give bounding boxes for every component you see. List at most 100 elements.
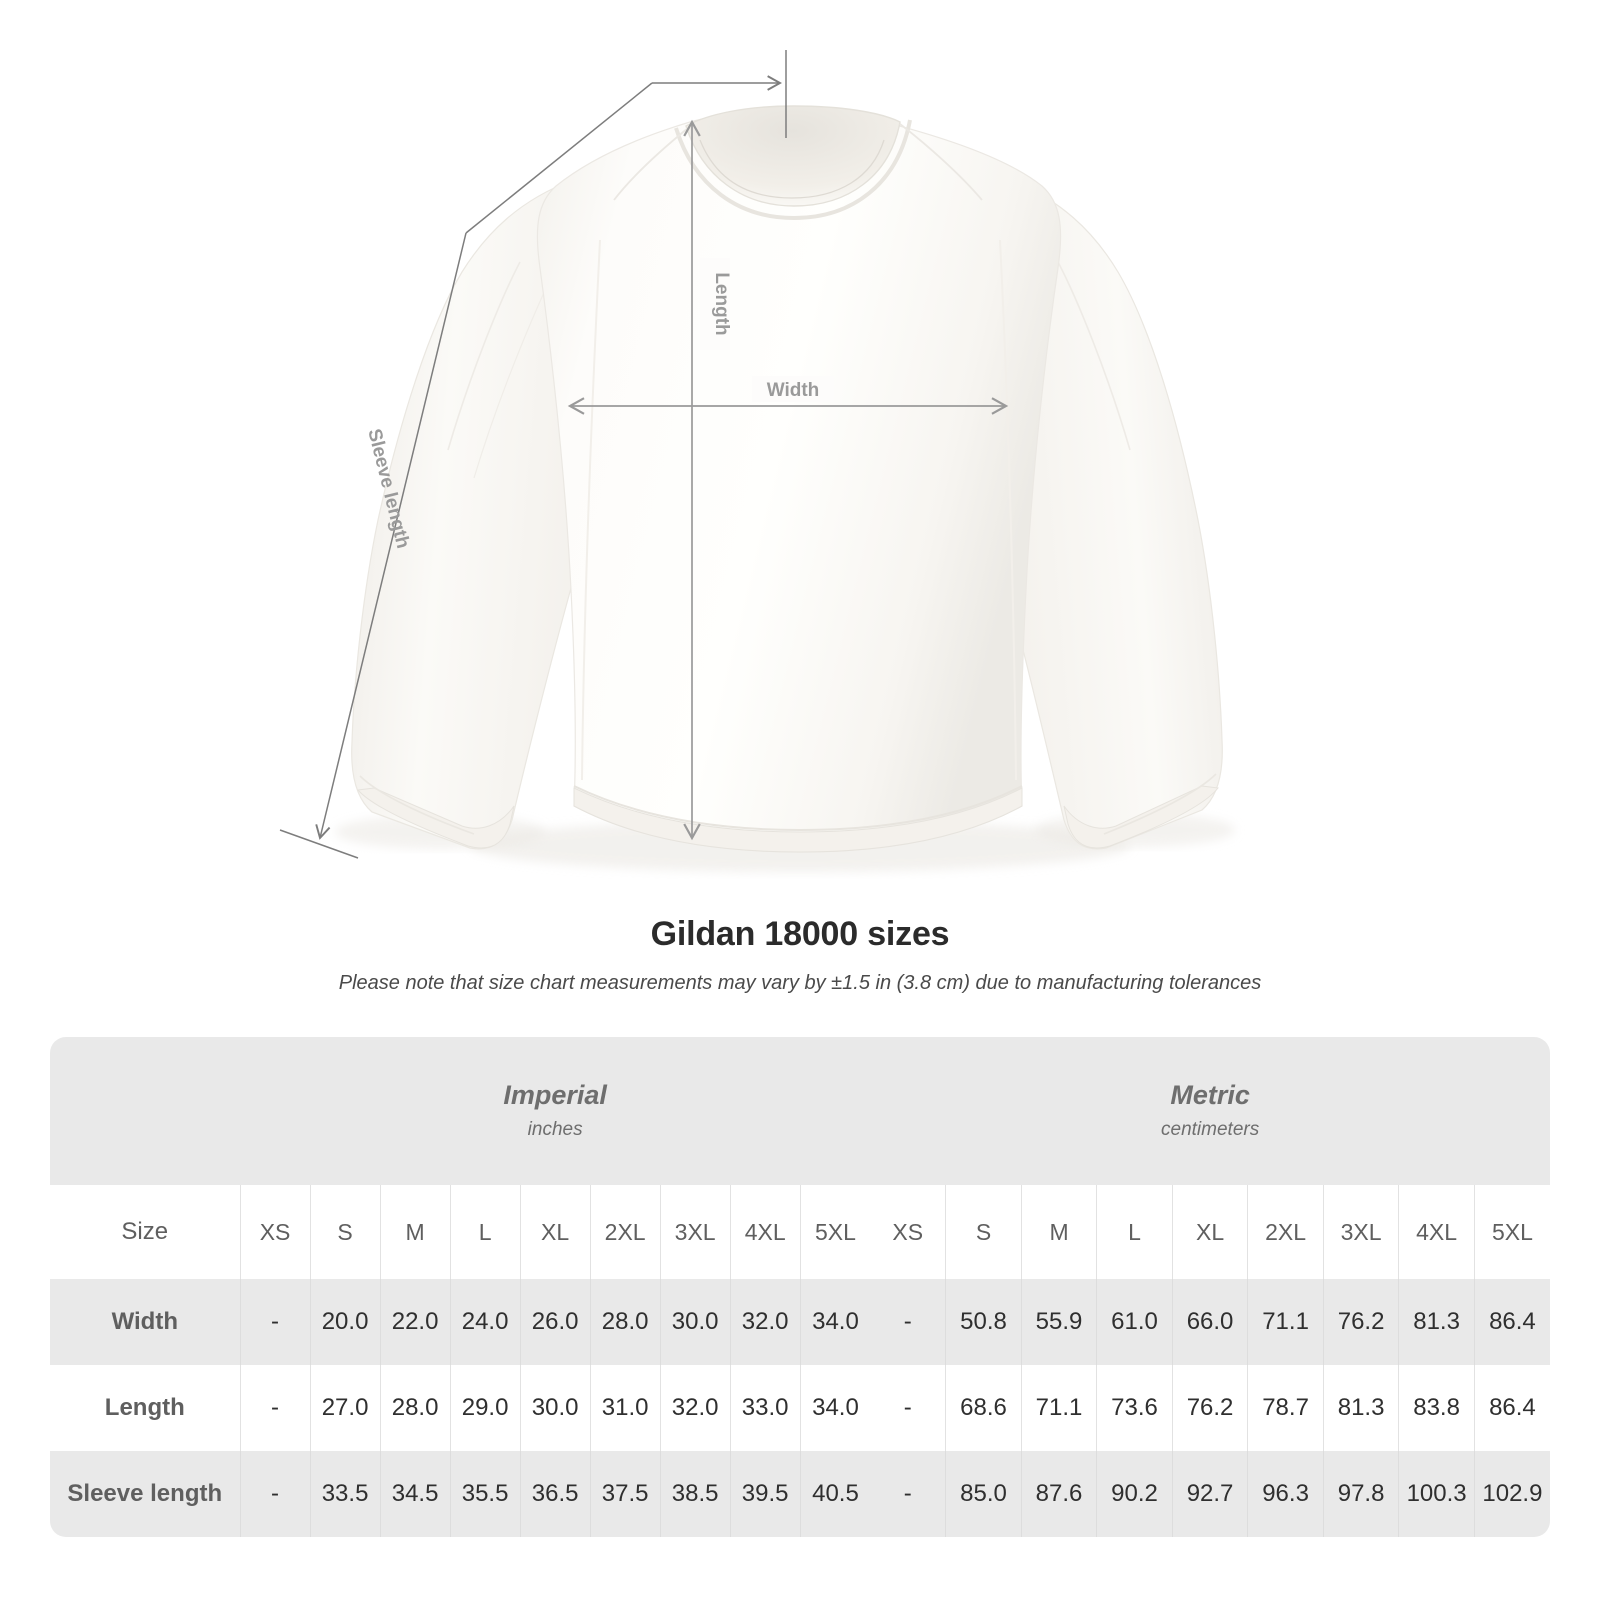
cell-sleeve-metric-l: 90.2 — [1096, 1451, 1173, 1537]
imperial-label: Imperial — [503, 1080, 607, 1110]
cell-width-imperial-l: 24.0 — [449, 1279, 521, 1365]
size-header-imperial-xs: XS — [239, 1185, 311, 1279]
left-cuff — [357, 787, 515, 849]
cell-sleeve-metric-s: 85.0 — [945, 1451, 1022, 1537]
cell-sleeve-imperial-2xl: 37.5 — [589, 1451, 661, 1537]
size-header-metric-2xl: 2XL — [1247, 1185, 1324, 1279]
size-header-imperial-5xl: 5XL — [799, 1185, 871, 1279]
cell-width-imperial-4xl: 32.0 — [729, 1279, 801, 1365]
left-cuff-seam — [359, 775, 475, 835]
size-header-metric-4xl: 4XL — [1398, 1185, 1475, 1279]
cell-length-metric-4xl: 83.8 — [1398, 1365, 1475, 1451]
cell-sleeve-imperial-5xl: 40.5 — [799, 1451, 871, 1537]
size-header-label: Size — [50, 1185, 241, 1279]
cell-sleeve-metric-5xl: 102.9 — [1473, 1451, 1550, 1537]
sleeve-shoulder-leader — [465, 82, 653, 234]
body-fold-left — [581, 239, 601, 781]
cell-length-imperial-3xl: 32.0 — [659, 1365, 731, 1451]
size-header-imperial-s: S — [309, 1185, 381, 1279]
cell-length-imperial-5xl: 34.0 — [799, 1365, 871, 1451]
size-header-metric-s: S — [945, 1185, 1022, 1279]
cell-width-imperial-xs: - — [239, 1279, 311, 1365]
cell-length-metric-xl: 76.2 — [1171, 1365, 1248, 1451]
cell-length-imperial-xs: - — [239, 1365, 311, 1451]
size-header-metric-xl: XL — [1171, 1185, 1248, 1279]
tolerance-note: Please note that size chart measurements… — [338, 972, 1262, 994]
sleeve-measure-line — [315, 232, 467, 840]
right-cuff — [1063, 785, 1219, 849]
width-label-backdrop — [752, 376, 834, 402]
metric-unit: centimeters — [1161, 1119, 1260, 1140]
cell-length-imperial-m: 28.0 — [379, 1365, 451, 1451]
size-header-imperial-xl: XL — [519, 1185, 591, 1279]
cell-width-imperial-5xl: 34.0 — [799, 1279, 871, 1365]
size-header-row: Size XS S M L XL 2XL 3XL 4XL 5XL XS S M … — [50, 1185, 1550, 1279]
row-label-sleeve-length: Sleeve length — [50, 1451, 241, 1537]
size-header-metric-3xl: 3XL — [1322, 1185, 1399, 1279]
cell-length-metric-3xl: 81.3 — [1322, 1365, 1399, 1451]
cell-sleeve-imperial-xs: - — [239, 1451, 311, 1537]
cell-width-imperial-2xl: 28.0 — [589, 1279, 661, 1365]
row-label-width: Width — [50, 1279, 241, 1365]
garment-measurement-diagram: Length Width Sleeve length — [279, 50, 1235, 872]
cell-width-imperial-s: 20.0 — [309, 1279, 381, 1365]
table-row-width: Width - 20.0 22.0 24.0 26.0 28.0 30.0 32… — [50, 1279, 1550, 1365]
right-shoulder-seam — [899, 123, 983, 201]
sleeve-end-tick — [279, 829, 359, 859]
size-header-metric-m: M — [1020, 1185, 1097, 1279]
collar-opening — [685, 105, 901, 207]
sweatshirt-illustration: Length Width Sleeve length — [279, 50, 1235, 872]
cell-width-imperial-3xl: 30.0 — [659, 1279, 731, 1365]
cell-length-metric-l: 73.6 — [1096, 1365, 1173, 1451]
size-header-metric-xs: XS — [870, 1185, 946, 1279]
left-sleeve-fold-1 — [447, 261, 521, 451]
cell-sleeve-metric-xs: - — [870, 1451, 946, 1537]
length-label-backdrop — [700, 258, 730, 350]
cell-sleeve-imperial-m: 34.5 — [379, 1451, 451, 1537]
row-label-length: Length — [50, 1365, 241, 1451]
cell-width-metric-5xl: 86.4 — [1473, 1279, 1550, 1365]
width-label: Width — [767, 380, 820, 401]
right-cuff-seam — [1103, 773, 1217, 835]
cell-sleeve-metric-3xl: 97.8 — [1322, 1451, 1399, 1537]
cell-width-metric-xl: 66.0 — [1171, 1279, 1248, 1365]
cell-length-imperial-4xl: 33.0 — [729, 1365, 801, 1451]
cell-width-metric-s: 50.8 — [945, 1279, 1022, 1365]
cell-width-metric-xs: - — [870, 1279, 946, 1365]
collar-inner-edge — [699, 139, 885, 199]
cell-length-metric-5xl: 86.4 — [1473, 1365, 1550, 1451]
size-header-metric-5xl: 5XL — [1473, 1185, 1550, 1279]
size-header-imperial-2xl: 2XL — [589, 1185, 661, 1279]
cell-length-imperial-xl: 30.0 — [519, 1365, 591, 1451]
cell-width-metric-3xl: 76.2 — [1322, 1279, 1399, 1365]
imperial-unit: inches — [527, 1119, 583, 1140]
cell-length-imperial-s: 27.0 — [309, 1365, 381, 1451]
size-header-imperial-m: M — [379, 1185, 451, 1279]
table-row-length: Length - 27.0 28.0 29.0 30.0 31.0 32.0 3… — [50, 1365, 1550, 1451]
unit-row-spacer — [50, 1037, 241, 1185]
cell-sleeve-imperial-l: 35.5 — [449, 1451, 521, 1537]
cell-width-metric-l: 61.0 — [1096, 1279, 1173, 1365]
table-row-sleeve-length: Sleeve length - 33.5 34.5 35.5 36.5 37.5… — [50, 1451, 1550, 1537]
size-chart-table-wrapper: Imperial inches Metric centimeters Size … — [50, 1037, 1550, 1537]
sweatshirt-body — [536, 111, 1062, 853]
cell-sleeve-metric-4xl: 100.3 — [1398, 1451, 1475, 1537]
cell-sleeve-metric-xl: 92.7 — [1171, 1451, 1248, 1537]
metric-group-header: Metric centimeters — [870, 1037, 1550, 1185]
right-sleeve-fold-1 — [1057, 261, 1131, 451]
cell-length-metric-s: 68.6 — [945, 1365, 1022, 1451]
cell-width-imperial-m: 22.0 — [379, 1279, 451, 1365]
cell-sleeve-metric-2xl: 96.3 — [1247, 1451, 1324, 1537]
waistband-seam — [573, 785, 1023, 832]
cell-width-metric-m: 55.9 — [1020, 1279, 1097, 1365]
page-title: Gildan 18000 sizes — [650, 915, 950, 953]
cell-width-metric-4xl: 81.3 — [1398, 1279, 1475, 1365]
cell-length-metric-xs: - — [870, 1365, 946, 1451]
cell-width-metric-2xl: 71.1 — [1247, 1279, 1324, 1365]
cell-length-metric-2xl: 78.7 — [1247, 1365, 1324, 1451]
body-fold-right — [999, 239, 1017, 781]
length-label: Length — [711, 272, 732, 335]
cell-sleeve-imperial-xl: 36.5 — [519, 1451, 591, 1537]
cell-sleeve-metric-m: 87.6 — [1020, 1451, 1097, 1537]
size-header-metric-l: L — [1096, 1185, 1173, 1279]
